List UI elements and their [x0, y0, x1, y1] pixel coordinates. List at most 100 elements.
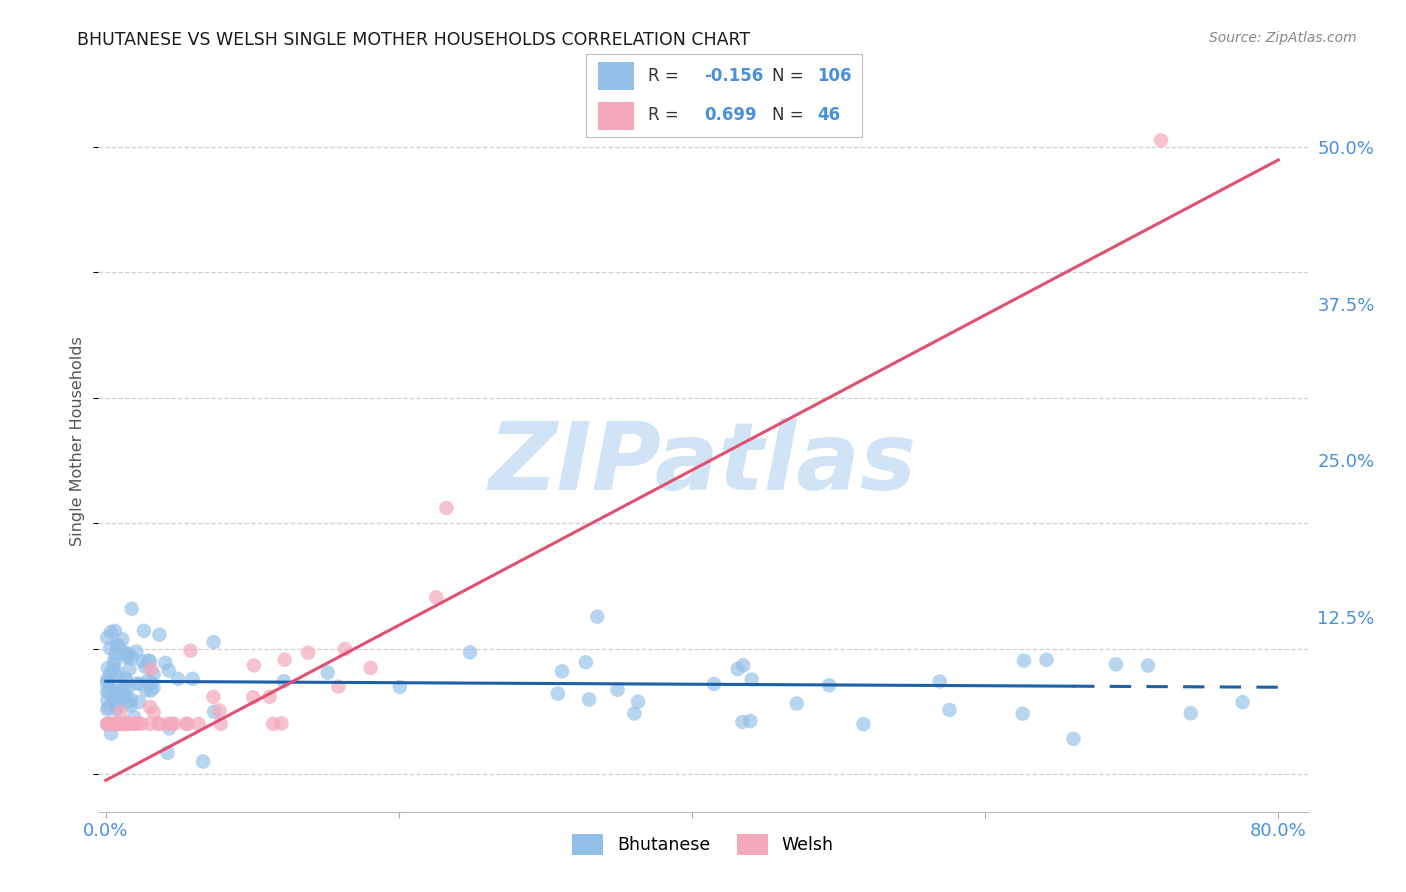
Point [131, 654, 153, 668]
Text: BHUTANESE VS WELSH SINGLE MOTHER HOUSEHOLDS CORRELATION CHART: BHUTANESE VS WELSH SINGLE MOTHER HOUSEHO… [77, 31, 751, 49]
Point [104, 624, 127, 638]
Point [97, 717, 120, 731]
Point [436, 501, 458, 516]
Point [259, 690, 281, 704]
Point [551, 665, 574, 679]
Point [316, 665, 339, 680]
Point [1105, 657, 1128, 672]
Point [1012, 654, 1035, 668]
Point [117, 647, 139, 661]
Text: R =: R = [648, 106, 685, 124]
Point [134, 660, 156, 674]
Point [105, 702, 128, 716]
Point [108, 690, 131, 704]
Point [818, 678, 841, 692]
Point [181, 672, 204, 686]
Point [187, 717, 209, 731]
Text: 106: 106 [817, 68, 852, 86]
Point [328, 680, 350, 694]
Point [163, 717, 186, 731]
Point [167, 672, 190, 686]
Point [101, 690, 124, 704]
Point [740, 714, 762, 728]
Point [114, 672, 136, 686]
Text: Source: ZipAtlas.com: Source: ZipAtlas.com [1209, 31, 1357, 45]
Point [125, 676, 148, 690]
Point [142, 667, 165, 681]
Point [425, 591, 447, 605]
Point [127, 716, 149, 731]
Point [105, 638, 128, 652]
Point [103, 653, 125, 667]
Point [786, 697, 808, 711]
Point [202, 635, 225, 649]
Point [1137, 658, 1160, 673]
Point [139, 662, 162, 676]
Point [938, 703, 960, 717]
Point [110, 705, 132, 719]
Point [142, 705, 165, 719]
Point [157, 722, 180, 736]
Point [107, 639, 129, 653]
Point [129, 677, 152, 691]
Point [101, 717, 124, 731]
Y-axis label: Single Mother Households: Single Mother Households [70, 336, 86, 547]
Point [575, 655, 598, 669]
Point [117, 717, 139, 731]
Point [141, 676, 163, 690]
Point [112, 682, 135, 697]
Point [627, 695, 650, 709]
Point [733, 658, 755, 673]
Point [120, 698, 142, 713]
Point [103, 657, 125, 671]
Point [1180, 706, 1202, 721]
Point [262, 717, 284, 731]
Point [297, 646, 319, 660]
Point [1035, 653, 1057, 667]
Point [142, 681, 165, 695]
Point [105, 699, 128, 714]
Point [114, 717, 136, 731]
Point [122, 710, 145, 724]
Point [136, 654, 159, 668]
Point [160, 717, 183, 731]
Point [98, 684, 121, 698]
Point [148, 717, 170, 731]
Point [97, 661, 120, 675]
Point [110, 717, 132, 731]
Point [96, 673, 118, 687]
Point [138, 673, 160, 688]
Text: 46: 46 [817, 106, 839, 124]
Point [96, 677, 118, 691]
Point [104, 717, 127, 731]
Point [179, 643, 201, 657]
Point [208, 704, 231, 718]
Point [242, 690, 264, 705]
Point [132, 624, 155, 638]
Point [139, 717, 162, 731]
Point [118, 662, 141, 676]
Point [128, 695, 150, 709]
Point [96, 702, 118, 716]
Point [121, 602, 143, 616]
Point [623, 706, 645, 721]
Bar [598, 102, 634, 130]
Point [273, 653, 295, 667]
Point [115, 689, 138, 703]
Point [1011, 706, 1033, 721]
Point [96, 717, 118, 731]
Point [174, 717, 197, 731]
Point [273, 674, 295, 689]
Text: -0.156: -0.156 [704, 68, 763, 86]
Point [125, 644, 148, 658]
Text: ZIPatlas: ZIPatlas [489, 417, 917, 509]
Point [388, 680, 411, 694]
Point [155, 656, 177, 670]
Point [98, 641, 121, 656]
Point [157, 664, 180, 678]
Point [124, 717, 146, 731]
Point [458, 645, 481, 659]
Point [107, 717, 129, 731]
Point [727, 662, 749, 676]
Point [104, 647, 127, 661]
